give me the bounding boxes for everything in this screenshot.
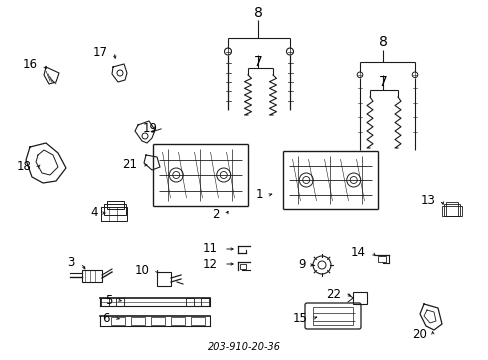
Bar <box>441 206 461 216</box>
Bar <box>312 307 352 325</box>
Bar <box>101 298 109 306</box>
Text: 4: 4 <box>90 207 98 220</box>
Bar <box>101 207 127 221</box>
Text: 2: 2 <box>212 208 220 221</box>
Text: 19: 19 <box>142 122 158 135</box>
Text: 9: 9 <box>298 258 305 271</box>
Text: 17: 17 <box>93 45 108 58</box>
Text: 20: 20 <box>411 328 426 342</box>
Text: 203-910-20-36: 203-910-20-36 <box>207 342 281 352</box>
Bar <box>352 292 366 304</box>
Bar <box>151 317 164 325</box>
Text: 22: 22 <box>325 288 340 301</box>
Text: 15: 15 <box>292 311 307 324</box>
Text: 3: 3 <box>67 256 75 270</box>
Bar <box>82 270 102 282</box>
Text: 12: 12 <box>203 257 218 270</box>
Bar <box>107 201 124 209</box>
Text: 13: 13 <box>420 194 435 207</box>
Bar <box>445 202 457 216</box>
Bar <box>104 204 125 215</box>
Bar <box>240 264 245 269</box>
Bar <box>111 317 125 325</box>
Text: 14: 14 <box>350 247 365 260</box>
Text: 5: 5 <box>104 293 112 306</box>
Bar <box>116 298 124 306</box>
Text: 6: 6 <box>102 311 110 324</box>
Text: 21: 21 <box>122 158 137 171</box>
Text: 8: 8 <box>253 6 262 20</box>
Text: 8: 8 <box>378 35 386 49</box>
Text: 7: 7 <box>253 55 262 69</box>
Text: 16: 16 <box>23 58 38 72</box>
Bar <box>131 317 145 325</box>
Text: 7: 7 <box>378 75 386 89</box>
Polygon shape <box>26 143 66 183</box>
Text: 1: 1 <box>255 189 263 202</box>
Bar <box>191 317 204 325</box>
Polygon shape <box>419 304 441 330</box>
Bar <box>185 298 194 306</box>
Text: 10: 10 <box>135 264 150 276</box>
Bar <box>201 298 208 306</box>
Text: 18: 18 <box>17 161 32 174</box>
Bar <box>157 272 171 286</box>
Text: 11: 11 <box>203 243 218 256</box>
Bar <box>443 204 459 216</box>
Bar <box>377 256 385 262</box>
Bar <box>171 317 184 325</box>
